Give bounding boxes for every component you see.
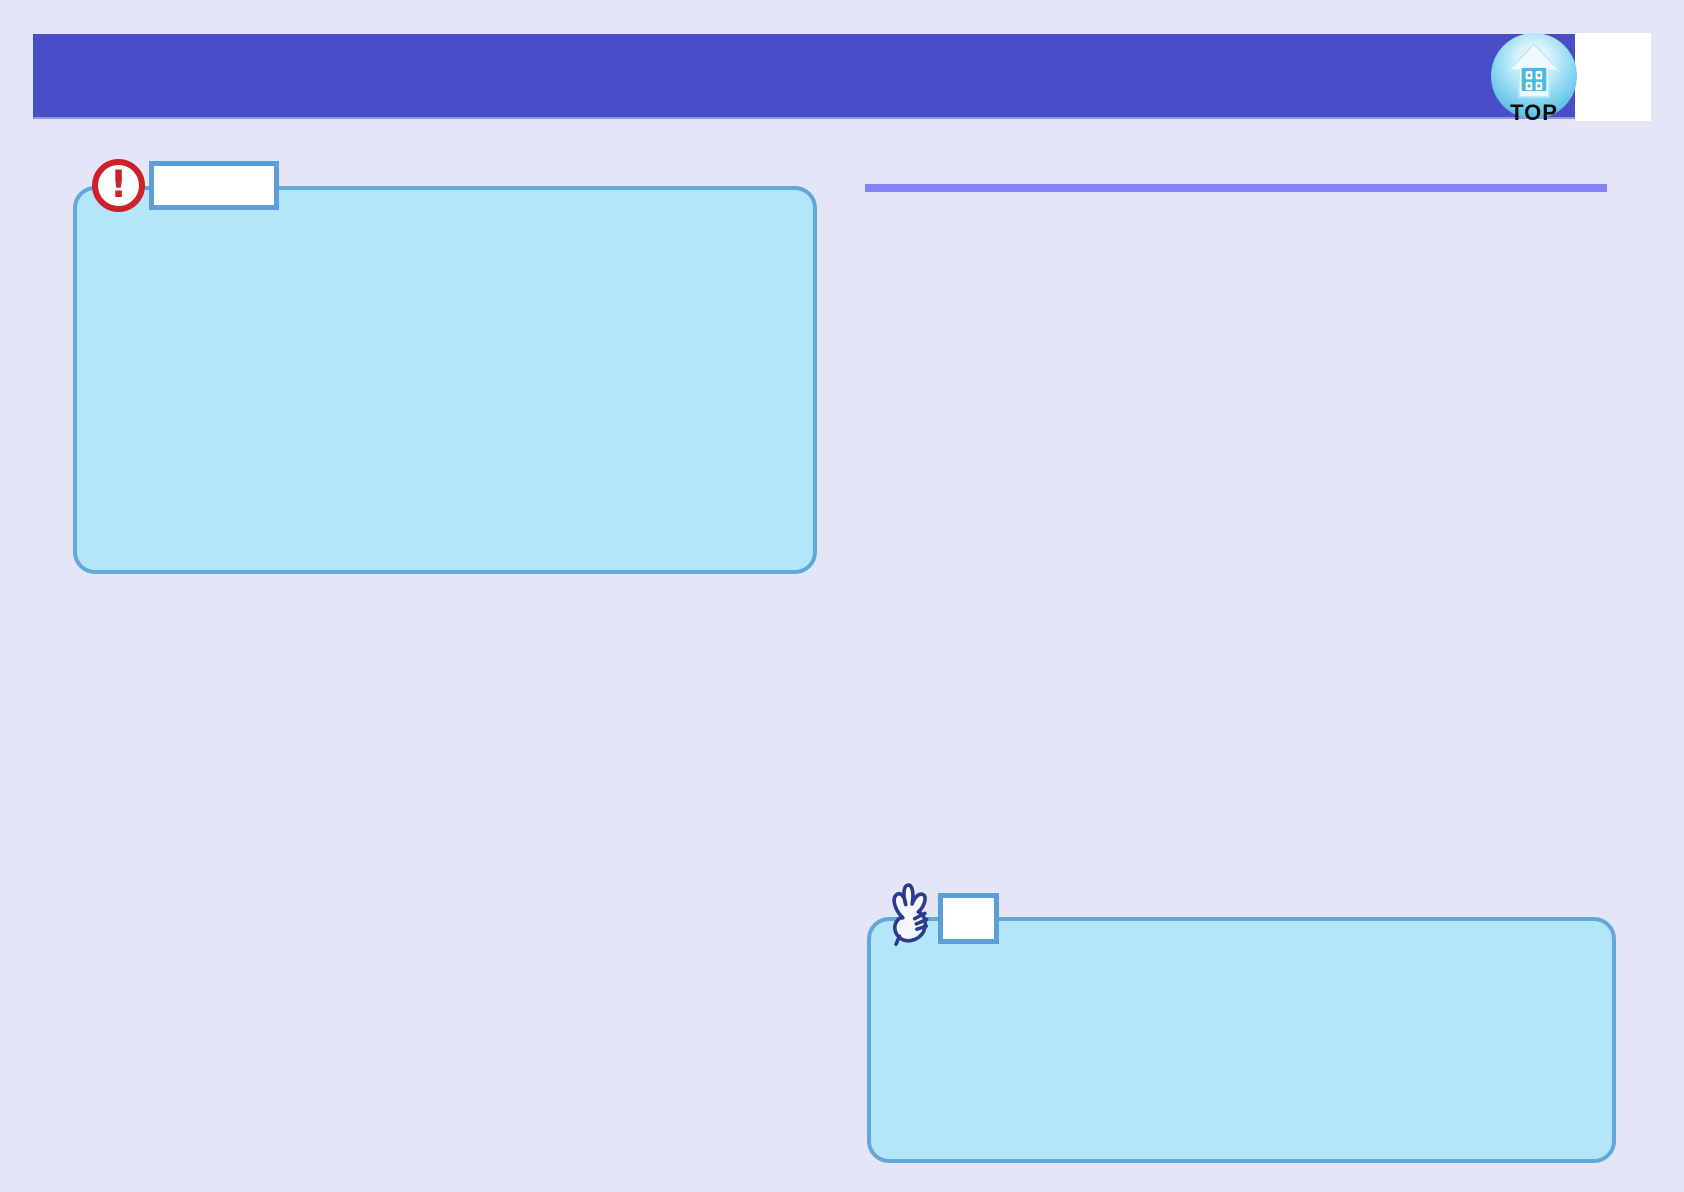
top-home-button[interactable]: TOP <box>1491 33 1577 125</box>
exclamation-glyph: ! <box>110 163 127 206</box>
pointing-hand-icon <box>892 883 929 947</box>
attention-callout <box>73 186 817 574</box>
attention-label-box <box>149 161 279 210</box>
top-icon-label: TOP <box>1510 100 1558 125</box>
tip-label-box <box>938 893 999 944</box>
header-bar <box>33 34 1575 119</box>
home-icon <box>1507 42 1561 98</box>
section-heading-rule <box>865 184 1607 192</box>
page-number-box <box>1575 33 1651 121</box>
tip-callout <box>867 917 1616 1163</box>
warning-exclamation-icon: ! <box>92 159 145 212</box>
